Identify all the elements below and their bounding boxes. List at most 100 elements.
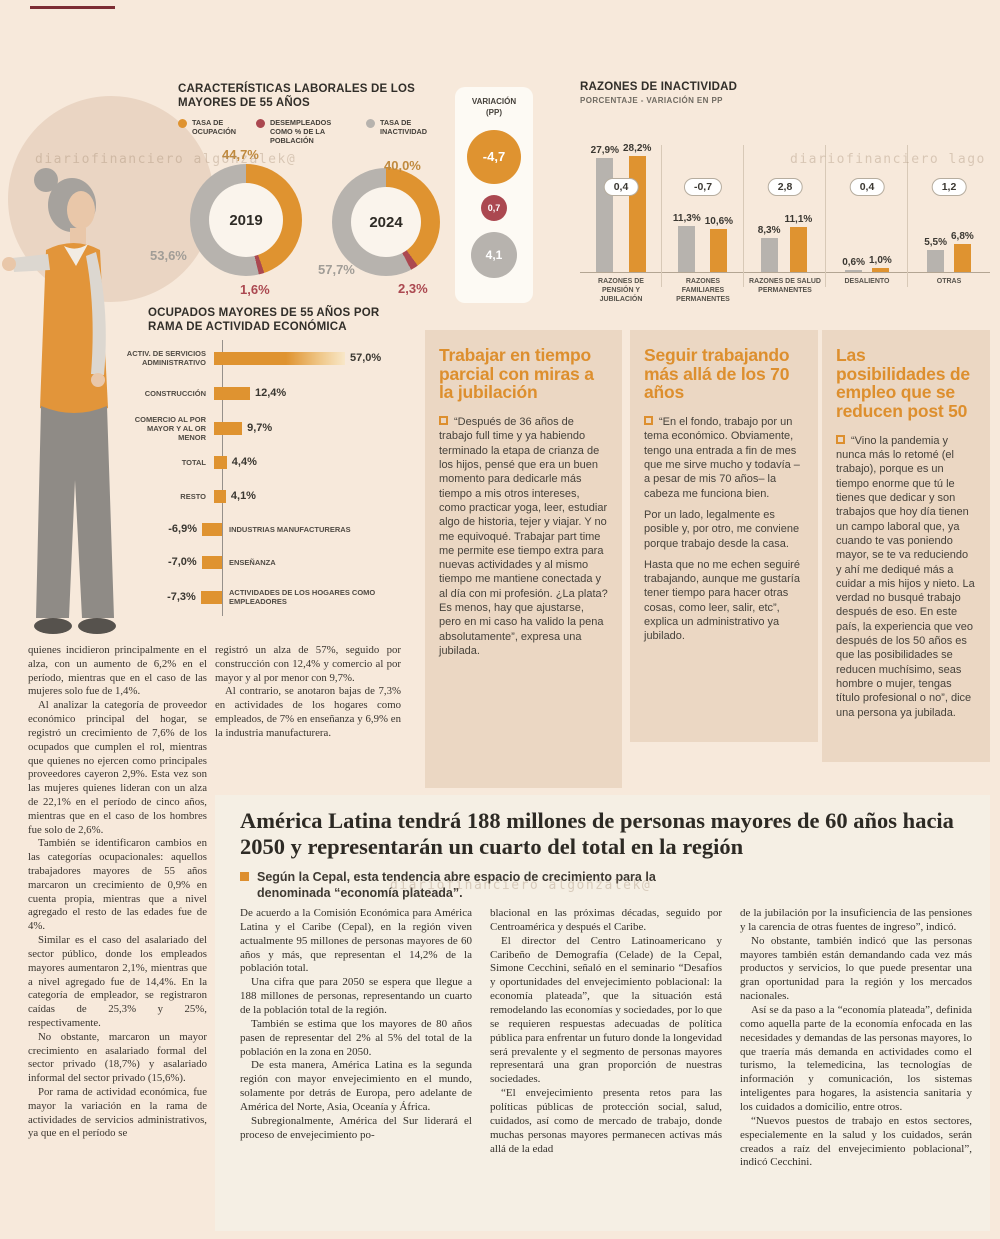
donut-value: 44,7% [222,147,259,162]
group-desaliento: 0,4 0,6% 1,0% DESALIENTO [826,140,908,302]
watermark: diariofinanciero algonzalek@ [390,878,652,893]
quote-title: Las posibilidades de empleo que se reduc… [836,345,970,422]
labor-chart-title: CARACTERÍSTICAS LABORALES DE LOS MAYORES… [178,83,416,110]
inactivity-chart-title: RAZONES DE INACTIVIDAD [580,81,738,93]
donut-2019: 2019 [190,164,302,276]
bar-label: RESTO [180,491,206,501]
quote-title: Trabajar en tiempo parcial con miras a l… [439,345,594,403]
article-subtitle-row: Según la Cepal, esta tendencia abre espa… [240,869,710,902]
bar-value: -6,9% [168,523,197,535]
donut-2024: 2024 [332,168,440,276]
bar [214,455,227,469]
bar-value: 9,7% [247,422,273,434]
variation-circle-desempleados: 0,7 [481,194,507,221]
variation-circle-inactividad: 4,1 [471,231,517,278]
bar [201,555,222,569]
separator [825,145,826,287]
group-otras: 1,2 5,5% 6,8% OTRAS [908,140,990,302]
bar-label: COMERCIO AL POR MAYOR Y AL OR MENOR [134,414,206,442]
legend-item-inactividad: TASA DE INACTIVIDAD [366,118,438,145]
bar-label: ENSEÑANZA [229,557,276,567]
legend-item-ocupacion: TASA DE OCUPACIÓN [178,118,244,145]
separator [661,145,662,287]
square-bullet-icon [439,416,448,426]
bar [214,386,250,400]
group-salud: 2,8 8,3% 11,1% RAZONES DE SALUD PERMANEN… [744,140,826,302]
bar [953,244,971,272]
article-column-1: De acuerdo a la Comisión Económica para … [240,907,472,1141]
zero-axis [222,340,223,616]
donut-value: 40,0% [384,158,421,173]
article-column-2: blacional en las próximas décadas, segui… [490,907,722,1155]
article-subtitle: Según la Cepal, esta tendencia abre espa… [257,870,656,901]
quote-title: Seguir trabajando más allá de los 70 año… [644,345,790,403]
article-columns: De acuerdo a la Comisión Económica para … [240,907,972,1170]
bar-value: 57,0% [350,352,382,364]
bar [678,225,696,272]
bar-label: INDUSTRIAS MANUFACTURERAS [229,524,351,534]
article-column-3: de la jubilación por la insuficiencia de… [740,907,972,1169]
rama-chart-title: OCUPADOS MAYORES DE 55 AÑOS POR RAMA DE … [148,307,380,334]
watermark: diariofinanciero lago [790,152,986,167]
bar-value: -7,3% [167,591,196,603]
quote-card-3: Las posibilidades de empleo que se reduc… [822,330,990,762]
red-dot-icon [256,119,265,128]
article-panel: América Latina tendrá 188 millones de pe… [215,795,990,1231]
bar [596,157,614,272]
bar [200,590,222,604]
variation-pill: 2,8 [767,178,803,196]
bar-value: 12,4% [255,387,287,399]
bar [214,351,345,365]
separator [743,145,744,287]
bar-label: TOTAL [181,457,206,467]
bar [214,489,226,503]
variation-pill: 1,2 [931,178,967,196]
separator [907,145,908,287]
bar-label: CONSTRUCCIÓN [144,388,206,398]
orange-dot-icon [178,119,187,128]
bar [789,226,807,272]
bar [845,269,863,272]
bar-value: 4,4% [231,456,257,468]
bar [710,228,728,272]
rama-chart: ACTIV. DE SERVICIOS ADMINISTRATIVO 57,0%… [30,340,426,622]
article-headline: América Latina tendrá 188 millones de pe… [240,808,954,859]
bar-label: ACTIV. DE SERVICIOS ADMINISTRATIVO [126,349,206,367]
variation-panel: VARIACIÓN (PP) -4,7 0,7 4,1 [455,87,533,303]
bar [927,249,945,272]
group-pension: 0,4 27,9% 28,2% RAZONES DE PENSIÓN Y JUB… [580,140,662,303]
variation-pill: -0,7 [683,178,723,196]
bar [202,522,222,536]
watermark: diariofinanciero algonzalek@ [35,152,297,167]
bar-value: -7,0% [167,556,197,568]
donut-value: 2,3% [398,281,428,296]
bar-label: ACTIVIDADES DE LOS HOGARES COMO EMPLEADO… [229,588,376,606]
bar [214,421,243,435]
donut-hole: 2019 [209,183,283,257]
variation-circle-ocupacion: -4,7 [467,129,521,184]
donut-value: 1,6% [240,282,270,297]
bar [871,267,889,272]
inactivity-chart-subtitle: PORCENTAJE - VARIACIÓN EN PP [580,96,723,105]
square-bullet-icon [644,416,653,426]
bar-value: 4,1% [230,490,256,502]
square-bullet-icon [240,872,249,881]
bar [760,238,778,272]
group-familiares: -0,7 11,3% 10,6% RAZONES FAMILIARES PERM… [662,140,744,303]
page-edge-mark [30,6,115,9]
variation-pill: 0,4 [849,178,885,196]
legend-item-desempleados: DESEMPLEADOS COMO % DE LA POBLACIÓN [256,118,354,145]
bar [628,156,646,272]
donut-hole: 2024 [351,187,421,257]
quote-card-1: Trabajar en tiempo parcial con miras a l… [425,330,622,788]
variation-pill: 0,4 [603,178,639,196]
gray-dot-icon [366,119,375,128]
labor-chart-legend: TASA DE OCUPACIÓN DESEMPLEADOS COMO % DE… [178,118,438,145]
body-column-2: registró un alza de 57%, seguido por con… [215,644,401,739]
baseline [580,272,990,273]
square-bullet-icon [836,434,845,444]
donut-value: 57,7% [318,262,355,277]
donut-value: 53,6% [150,248,187,263]
quote-card-2: Seguir trabajando más allá de los 70 año… [630,330,818,742]
